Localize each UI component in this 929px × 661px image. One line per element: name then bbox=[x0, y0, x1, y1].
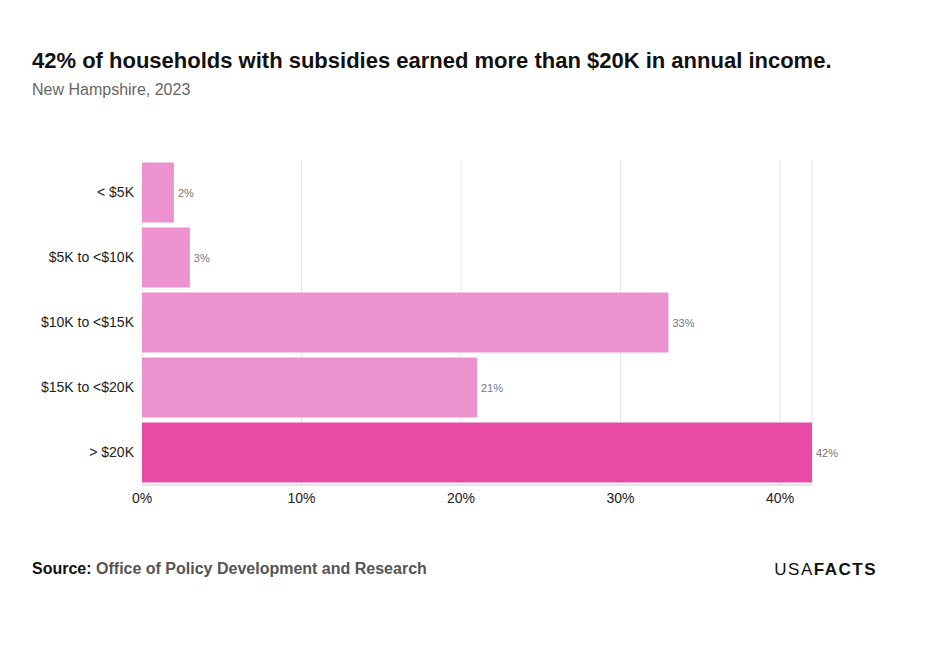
svg-text:30%: 30% bbox=[607, 490, 635, 506]
svg-text:0%: 0% bbox=[132, 490, 152, 506]
svg-text:3%: 3% bbox=[194, 252, 210, 264]
svg-text:> $20K: > $20K bbox=[89, 444, 134, 460]
html-text:Source: Office of Policy Devel: Source: Office of Policy Development and… bbox=[32, 560, 427, 577]
svg-text:2%: 2% bbox=[178, 187, 194, 199]
svg-text:20%: 20% bbox=[447, 490, 475, 506]
html-text:USA FACTS: USA FACTS bbox=[774, 560, 877, 579]
svg-text:21%: 21% bbox=[481, 382, 503, 394]
svg-text:$5K to <$10K: $5K to <$10K bbox=[49, 249, 135, 265]
svg-text:$10K to <$15K: $10K to <$15K bbox=[41, 314, 135, 330]
html-text:42% of households with subsidi: 42% of households with subsidies earned … bbox=[32, 48, 832, 73]
svg-text:33%: 33% bbox=[672, 317, 694, 329]
svg-text:42%: 42% bbox=[816, 447, 838, 459]
svg-text:40%: 40% bbox=[766, 490, 794, 506]
svg-text:10%: 10% bbox=[288, 490, 316, 506]
html-text:New Hampshire, 2023: New Hampshire, 2023 bbox=[32, 81, 191, 98]
svg-text:$15K to <$20K: $15K to <$20K bbox=[41, 379, 135, 395]
svg-text:< $5K: < $5K bbox=[97, 184, 135, 200]
